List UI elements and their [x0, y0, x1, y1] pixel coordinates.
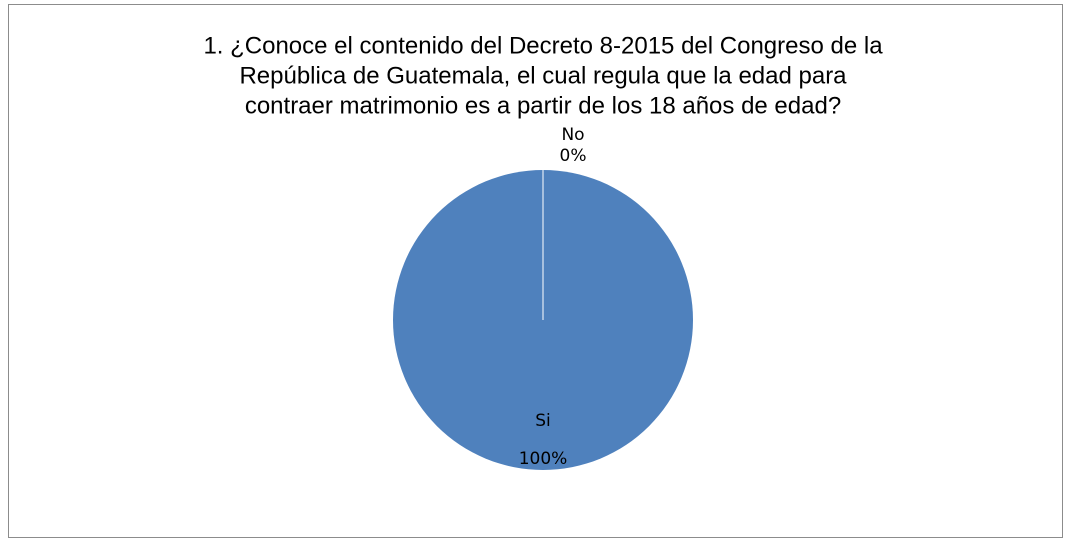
chart-title: República de Guatemala, el cual regula q… [239, 62, 847, 89]
data-label-category: No [561, 125, 584, 145]
data-label-value: 100% [519, 449, 568, 469]
data-label-category: Si [535, 411, 551, 431]
chart-title: contraer matrimonio es a partir de los 1… [245, 92, 841, 119]
data-label-value: 0% [560, 146, 587, 166]
chart-title: 1. ¿Conoce el contenido del Decreto 8-20… [203, 32, 883, 59]
